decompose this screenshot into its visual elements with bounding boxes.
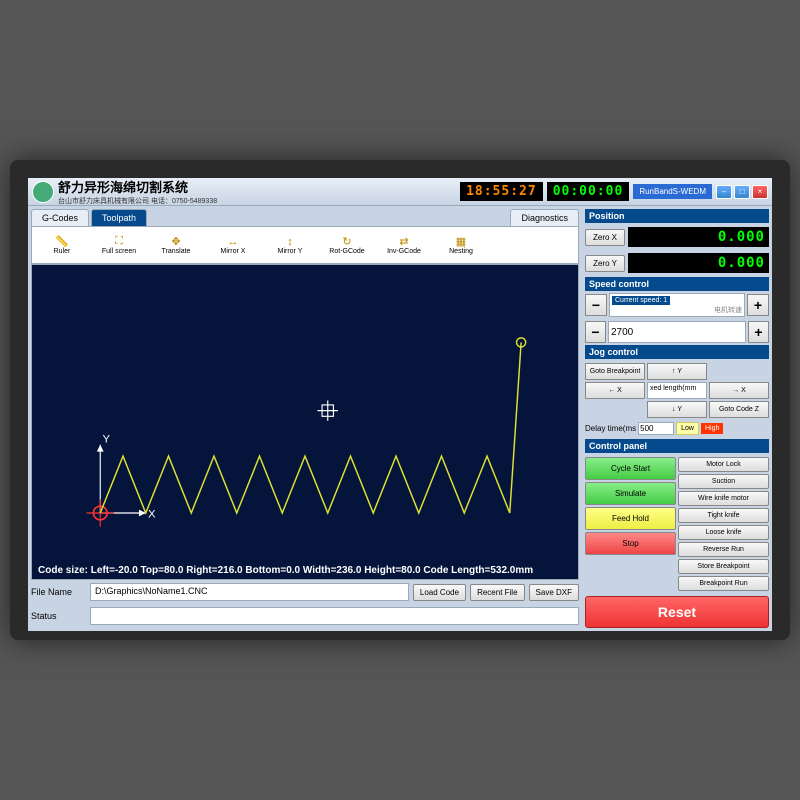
- toolbar-nesting[interactable]: ▦Nesting: [433, 229, 489, 261]
- status-value: [90, 607, 579, 625]
- close-icon[interactable]: ×: [752, 185, 768, 199]
- tab-diagnostics[interactable]: Diagnostics: [510, 209, 579, 226]
- feed-hold-button[interactable]: Feed Hold: [585, 507, 676, 530]
- recent-file-button[interactable]: Recent File: [470, 584, 524, 601]
- toolbar-ruler[interactable]: 📏Ruler: [34, 229, 90, 261]
- speed-slider[interactable]: Current speed: 1 电机转速: [609, 293, 745, 317]
- speed-high-button[interactable]: High: [701, 423, 723, 434]
- toolbar-full-screen[interactable]: ⛶Full screen: [91, 229, 147, 261]
- store-breakpoint-button[interactable]: Store Breakpoint: [678, 559, 769, 574]
- code-size-info: Code size: Left=-20.0 Top=80.0 Right=216…: [38, 565, 533, 576]
- wire-knife-motor-button[interactable]: Wire knife motor: [678, 491, 769, 506]
- filename-value: D:\Graphics\NoName1.CNC: [90, 583, 409, 601]
- status-label: Status: [31, 611, 86, 621]
- speed-input[interactable]: [608, 321, 746, 343]
- delay-label: Delay time(ms: [585, 424, 636, 433]
- toolbar-mirror-x[interactable]: ↔Mirror X: [205, 229, 261, 261]
- app-title: 舒力异形海绵切割系统: [58, 177, 217, 196]
- jog-left-button[interactable]: ← X: [585, 382, 645, 399]
- jog-down-button[interactable]: ↓ Y: [647, 401, 707, 418]
- toolbar: 📏Ruler⛶Full screen✥Translate↔Mirror X↕Mi…: [31, 226, 579, 264]
- toolbar-inv-gcode[interactable]: ⇄Inv-GCode: [376, 229, 432, 261]
- minimize-icon[interactable]: –: [716, 185, 732, 199]
- stop-button[interactable]: Stop: [585, 532, 676, 555]
- zero-y-button[interactable]: Zero Y: [585, 255, 625, 272]
- jog-right-button[interactable]: → X: [709, 382, 769, 399]
- goto-breakpoint-button[interactable]: Goto Breakpoint: [585, 363, 645, 380]
- pos-x-value: 0.000: [628, 227, 769, 247]
- clock-time: 18:55:27: [460, 182, 543, 201]
- toolpath-canvas[interactable]: Y X Code size: Left=-20.0 Top=80.0 Right…: [31, 264, 579, 580]
- jog-length-input[interactable]: xed length(mm: [647, 382, 707, 399]
- loose-knife-button[interactable]: Loose knife: [678, 525, 769, 540]
- tight-knife-button[interactable]: Tight knife: [678, 508, 769, 523]
- rpm-minus-button[interactable]: −: [585, 321, 606, 343]
- maximize-icon[interactable]: □: [734, 185, 750, 199]
- toolbar-mirror-y[interactable]: ↕Mirror Y: [262, 229, 318, 261]
- pos-y-value: 0.000: [628, 253, 769, 273]
- speed-low-button[interactable]: Low: [676, 422, 699, 435]
- title-bar: 舒力异形海绵切割系统 台山市舒力床具机械有限公司 电话：0750-5489338…: [28, 178, 772, 206]
- breakpoint-run-button[interactable]: Breakpoint Run: [678, 576, 769, 591]
- rpm-plus-button[interactable]: +: [748, 321, 769, 343]
- reverse-run-button[interactable]: Reverse Run: [678, 542, 769, 557]
- jog-up-button[interactable]: ↑ Y: [647, 363, 707, 380]
- toolbar-rot-gcode[interactable]: ↻Rot-GCode: [319, 229, 375, 261]
- speed-plus-button[interactable]: +: [747, 294, 769, 316]
- svg-text:X: X: [148, 509, 156, 521]
- jog-header: Jog control: [585, 345, 769, 359]
- save-dxf-button[interactable]: Save DXF: [529, 584, 579, 601]
- app-logo: [32, 181, 54, 203]
- cycle-start-button[interactable]: Cycle Start: [585, 457, 676, 480]
- suction-button[interactable]: Suction: [678, 474, 769, 489]
- toolbar-translate[interactable]: ✥Translate: [148, 229, 204, 261]
- zero-x-button[interactable]: Zero X: [585, 229, 625, 246]
- delay-input[interactable]: [638, 422, 674, 435]
- tab-toolpath[interactable]: Toolpath: [91, 209, 147, 226]
- filename-label: File Name: [31, 587, 86, 597]
- position-header: Position: [585, 209, 769, 223]
- goto-code-z-button[interactable]: Goto Code Z: [709, 401, 769, 418]
- motor-lock-button[interactable]: Motor Lock: [678, 457, 769, 472]
- speed-minus-button[interactable]: −: [585, 294, 607, 316]
- speed-header: Speed control: [585, 277, 769, 291]
- load-code-button[interactable]: Load Code: [413, 584, 466, 601]
- svg-text:Y: Y: [103, 433, 111, 445]
- band-label: RunBandS-WEDM: [633, 184, 712, 199]
- reset-button[interactable]: Reset: [585, 596, 769, 628]
- simulate-button[interactable]: Simulate: [585, 482, 676, 505]
- app-subtitle: 台山市舒力床具机械有限公司 电话：0750-5489338: [58, 196, 217, 206]
- control-panel-header: Control panel: [585, 439, 769, 453]
- tab-gcodes[interactable]: G-Codes: [31, 209, 89, 226]
- clock-elapsed: 00:00:00: [547, 182, 630, 201]
